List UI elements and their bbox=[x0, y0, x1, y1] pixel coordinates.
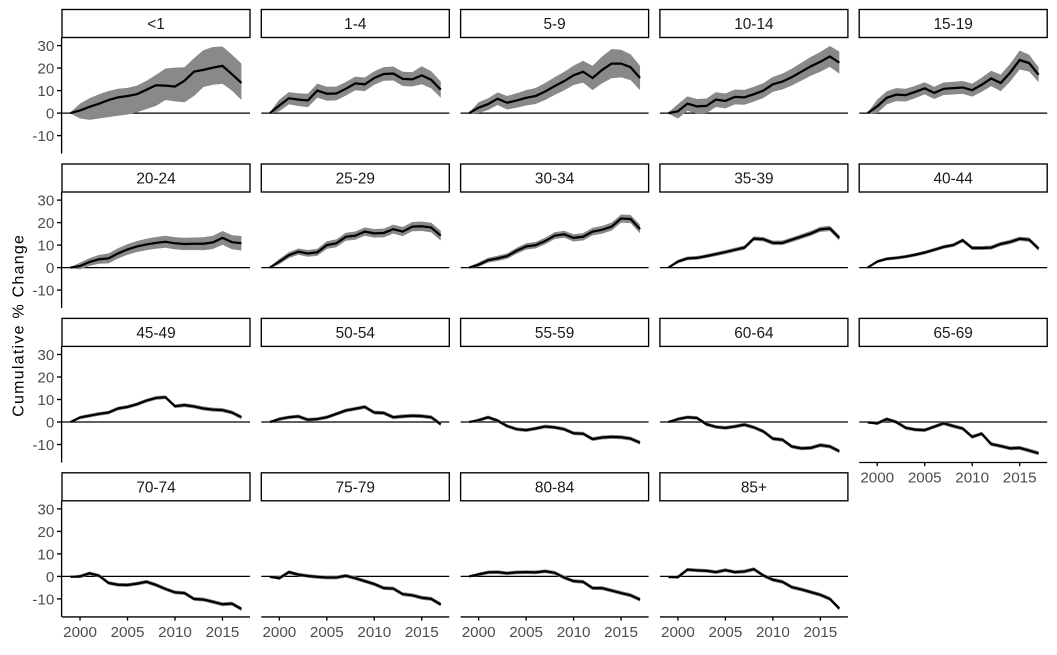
svg-text:30-34: 30-34 bbox=[535, 171, 575, 188]
svg-text:30: 30 bbox=[37, 347, 54, 364]
svg-text:Cumulative % Change: Cumulative % Change bbox=[11, 234, 28, 417]
svg-text:60-64: 60-64 bbox=[734, 325, 774, 342]
svg-text:2010: 2010 bbox=[756, 624, 790, 641]
svg-text:65-69: 65-69 bbox=[934, 325, 973, 342]
svg-text:-10: -10 bbox=[32, 437, 54, 454]
svg-text:70-74: 70-74 bbox=[136, 479, 176, 496]
svg-text:2010: 2010 bbox=[357, 624, 391, 641]
svg-text:2000: 2000 bbox=[262, 624, 296, 641]
svg-text:20-24: 20-24 bbox=[136, 171, 176, 188]
svg-text:30: 30 bbox=[37, 193, 54, 210]
svg-text:2005: 2005 bbox=[709, 624, 743, 641]
svg-text:10-14: 10-14 bbox=[734, 16, 774, 33]
svg-text:10: 10 bbox=[37, 83, 54, 100]
svg-text:20: 20 bbox=[37, 61, 54, 78]
svg-text:80-84: 80-84 bbox=[535, 479, 575, 496]
svg-text:2005: 2005 bbox=[111, 624, 145, 641]
svg-text:-10: -10 bbox=[32, 283, 54, 300]
svg-text:0: 0 bbox=[46, 569, 54, 586]
svg-text:30: 30 bbox=[37, 38, 54, 55]
svg-text:0: 0 bbox=[46, 106, 54, 123]
svg-text:35-39: 35-39 bbox=[734, 171, 773, 188]
svg-text:2000: 2000 bbox=[860, 470, 894, 487]
svg-text:85+: 85+ bbox=[741, 479, 767, 496]
svg-text:2010: 2010 bbox=[158, 624, 192, 641]
svg-text:2000: 2000 bbox=[661, 624, 695, 641]
svg-text:10: 10 bbox=[37, 546, 54, 563]
svg-text:50-54: 50-54 bbox=[336, 325, 376, 342]
svg-text:30: 30 bbox=[37, 501, 54, 518]
svg-text:<1: <1 bbox=[147, 16, 165, 33]
svg-text:75-79: 75-79 bbox=[336, 479, 375, 496]
svg-text:2015: 2015 bbox=[604, 624, 638, 641]
svg-text:20: 20 bbox=[37, 524, 54, 541]
svg-text:-10: -10 bbox=[32, 591, 54, 608]
svg-text:0: 0 bbox=[46, 414, 54, 431]
svg-text:2015: 2015 bbox=[803, 624, 837, 641]
svg-text:2005: 2005 bbox=[908, 470, 942, 487]
svg-text:2000: 2000 bbox=[63, 624, 97, 641]
svg-text:45-49: 45-49 bbox=[136, 325, 175, 342]
svg-text:2010: 2010 bbox=[955, 470, 989, 487]
svg-text:2015: 2015 bbox=[1003, 470, 1037, 487]
svg-text:-10: -10 bbox=[32, 128, 54, 145]
svg-text:5-9: 5-9 bbox=[543, 16, 565, 33]
svg-text:25-29: 25-29 bbox=[336, 171, 375, 188]
svg-text:2015: 2015 bbox=[405, 624, 439, 641]
svg-text:2000: 2000 bbox=[462, 624, 496, 641]
svg-text:40-44: 40-44 bbox=[934, 171, 974, 188]
svg-text:55-59: 55-59 bbox=[535, 325, 574, 342]
svg-text:10: 10 bbox=[37, 392, 54, 409]
svg-text:20: 20 bbox=[37, 215, 54, 232]
svg-text:2015: 2015 bbox=[206, 624, 240, 641]
svg-text:2005: 2005 bbox=[310, 624, 344, 641]
svg-text:20: 20 bbox=[37, 369, 54, 386]
svg-text:10: 10 bbox=[37, 238, 54, 255]
svg-text:0: 0 bbox=[46, 260, 54, 277]
svg-text:15-19: 15-19 bbox=[934, 16, 973, 33]
svg-text:1-4: 1-4 bbox=[344, 16, 367, 33]
svg-text:2010: 2010 bbox=[557, 624, 591, 641]
svg-text:2005: 2005 bbox=[509, 624, 543, 641]
